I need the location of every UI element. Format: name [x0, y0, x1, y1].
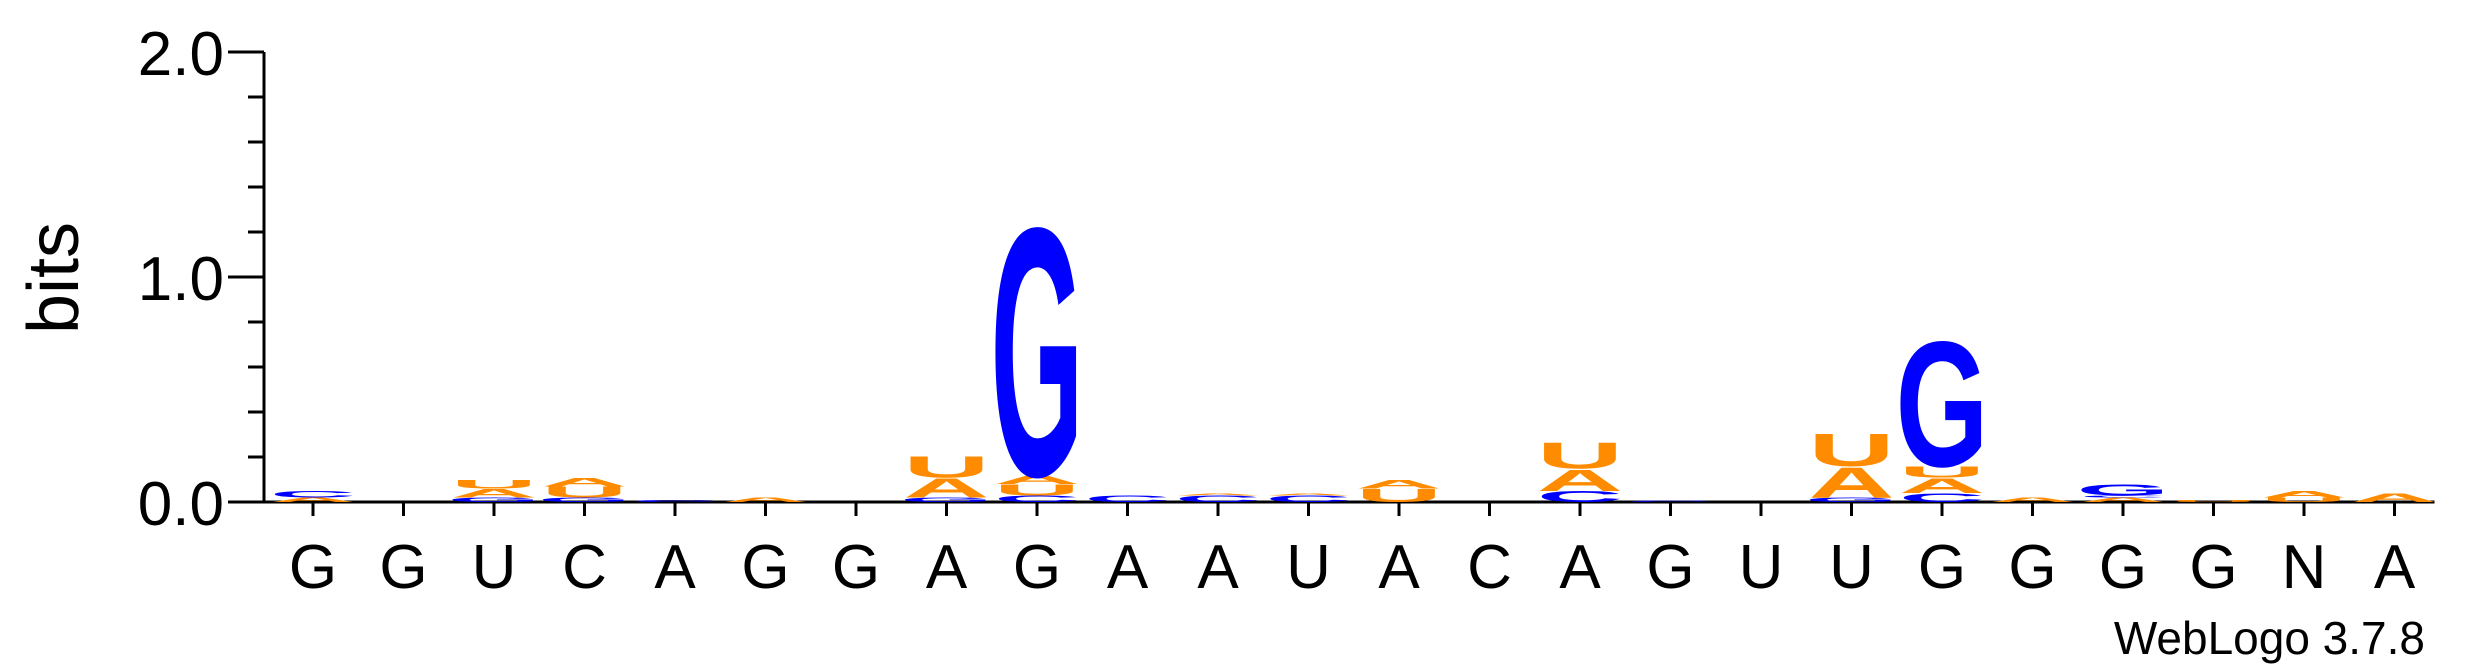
logo-letter-g: G — [1805, 496, 1898, 503]
position-label: G — [1646, 533, 1694, 602]
logo-letter-a: A — [2351, 491, 2437, 505]
logo-letter-a: A — [722, 496, 808, 503]
position-label: G — [1918, 533, 1966, 602]
position-label: G — [832, 533, 880, 602]
logo-letter-g: G — [991, 155, 1084, 552]
position-label: U — [1739, 533, 1784, 602]
logo-letter-u: U — [1808, 425, 1894, 477]
logo-letter-a: A — [1175, 492, 1261, 495]
logo-letter-c: C — [1627, 501, 1713, 503]
position-label: A — [654, 533, 696, 602]
position-label: U — [1286, 533, 1331, 602]
logo-letter-a: A — [1808, 459, 1894, 507]
y-tick-label: 2.0 — [138, 20, 224, 89]
logo-letter-a: A — [903, 473, 989, 504]
logo-letter-c: C — [1175, 494, 1261, 504]
logo-letter-a: A — [541, 475, 627, 489]
position-label: G — [2189, 533, 2237, 602]
logo-letter-a: A — [1356, 477, 1442, 491]
logo-letter-u: U — [1537, 435, 1623, 476]
position-label: U — [472, 533, 517, 602]
position-label: G — [1013, 533, 1061, 602]
position-label: G — [2008, 533, 2056, 602]
position-stack: C — [632, 499, 718, 502]
position-label: A — [926, 533, 968, 602]
logo-letter-a: A — [2080, 496, 2166, 503]
logo-letter-a: A — [1265, 492, 1351, 495]
y-tick-label: 1.0 — [138, 245, 224, 314]
position-label: C — [1467, 533, 1512, 602]
logo-letter-u: U — [2261, 496, 2347, 503]
logo-letter-u: U — [2170, 499, 2256, 502]
position-stack: GAU — [448, 477, 541, 503]
position-stack: CA — [1175, 492, 1261, 503]
position-label: A — [1107, 533, 1149, 602]
logo-letter-u: U — [903, 450, 989, 484]
logo-letter-u: U — [1899, 463, 1985, 480]
logo-letter-g: G — [1896, 305, 1989, 505]
position-stack: CAU — [1537, 435, 1623, 506]
logo-letter-u: U — [541, 484, 627, 501]
position-label: C — [562, 533, 607, 602]
y-tick-label: 0.0 — [138, 470, 224, 539]
logo-letter-c: C — [994, 494, 1080, 504]
position-label: A — [1197, 533, 1239, 602]
position-stack: A — [2351, 491, 2437, 505]
logo-letter-a: A — [1537, 463, 1623, 497]
logo-letter-g: G — [448, 496, 541, 503]
logo-letter-a: A — [270, 496, 356, 503]
logo-letter-a: A — [451, 486, 537, 500]
position-label: A — [2374, 533, 2416, 602]
position-stack: CA — [1265, 492, 1351, 503]
position-stack: ACG — [2077, 481, 2170, 503]
position-label: A — [1559, 533, 1601, 602]
logo-letter-g: G — [538, 496, 631, 503]
logo-letter-c: C — [1084, 494, 1170, 504]
logo-letter-g: G — [900, 496, 993, 503]
position-label: U — [1829, 533, 1874, 602]
position-stack: UA — [1356, 477, 1442, 506]
logo-letter-a: A — [1899, 474, 1985, 498]
position-stack: GUA — [538, 475, 631, 503]
y-axis-label: bits — [14, 222, 94, 334]
position-label: G — [289, 533, 337, 602]
logo-letter-u: U — [994, 481, 1080, 498]
logo-letter-a: A — [994, 473, 1080, 487]
position-stack: C — [1627, 501, 1713, 503]
position-stack: GAU — [1805, 425, 1898, 508]
position-label: G — [379, 533, 427, 602]
position-label: G — [741, 533, 789, 602]
logo-letter-c: C — [1537, 488, 1623, 505]
logo-letter-c: C — [270, 489, 356, 499]
logo-letter-u: U — [1356, 486, 1442, 507]
position-label: N — [2282, 533, 2327, 602]
logo-letter-c: C — [632, 499, 718, 502]
position-stack: GAU — [900, 450, 993, 504]
logo-letter-a: A — [2261, 489, 2347, 499]
position-stack: AC — [270, 489, 356, 503]
position-label: G — [2099, 533, 2147, 602]
weblogo-credit: WebLogo 3.7.8 — [2114, 612, 2425, 664]
logo-letter-u: U — [451, 477, 537, 491]
position-label: A — [1378, 533, 1420, 602]
position-stack: A — [1989, 496, 2075, 503]
logo-letter-g: G — [2077, 481, 2170, 498]
position-stack: U — [2170, 499, 2256, 502]
logo-letter-c: C — [2080, 495, 2166, 498]
logo-letter-c: C — [1265, 494, 1351, 504]
position-stack: A — [722, 496, 808, 503]
position-stack: C — [1084, 494, 1170, 504]
y-axis: 0.0 1.0 2.0 — [138, 20, 2435, 539]
logo-letter-c: C — [1899, 491, 1985, 505]
position-stack: UA — [2261, 489, 2347, 503]
logo-letter-a: A — [1989, 496, 2075, 503]
